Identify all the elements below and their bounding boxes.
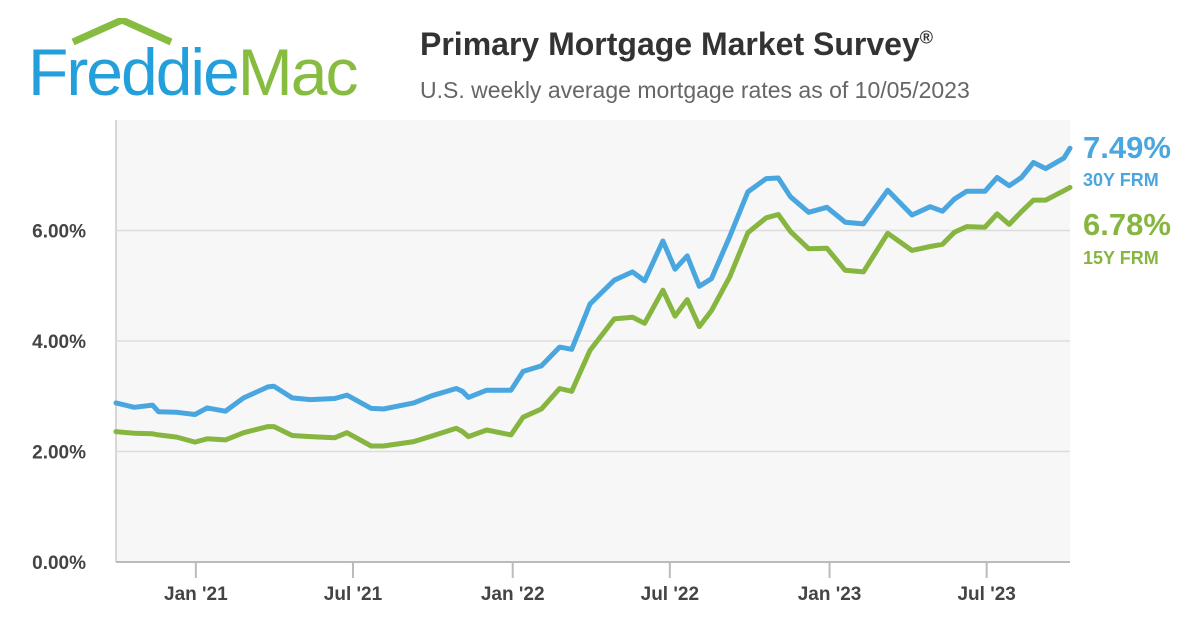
y-tick-label: 4.00% [32, 332, 86, 353]
logo-wordmark: FreddieMac [28, 32, 359, 112]
rate-30y-label: 30Y FRM [1083, 170, 1159, 190]
rate-15y-label: 15Y FRM [1083, 248, 1159, 268]
series-line-30y [113, 145, 1073, 417]
x-tick-label: Jul '21 [324, 584, 383, 605]
x-tick-label: Jan '23 [798, 584, 862, 605]
chart-subtitle: U.S. weekly average mortgage rates as of… [420, 77, 970, 103]
x-tick-label: Jul '23 [957, 584, 1015, 605]
series-line-15y [113, 184, 1073, 449]
x-tick-label: Jan '21 [164, 584, 228, 605]
x-tick-label: Jul '22 [641, 584, 699, 605]
house-roof-icon [71, 18, 173, 46]
rate-15y-value: 6.78% [1083, 207, 1171, 242]
logo-word-freddie: Freddie [28, 35, 240, 109]
freddie-mac-logo: FreddieMac [28, 18, 380, 109]
logo-word-mac: Mac [237, 35, 359, 109]
chart-title-text: Primary Mortgage Market Survey [420, 26, 920, 62]
rate-30y-value: 7.49% [1083, 130, 1171, 165]
y-tick-label: 6.00% [32, 222, 86, 243]
y-tick-label: 0.00% [32, 553, 86, 574]
x-tick-label: Jan '22 [481, 584, 545, 605]
registered-mark: ® [919, 27, 934, 48]
y-tick-label: 2.00% [32, 443, 86, 464]
chart-title: Primary Mortgage Market Survey® [420, 26, 933, 63]
